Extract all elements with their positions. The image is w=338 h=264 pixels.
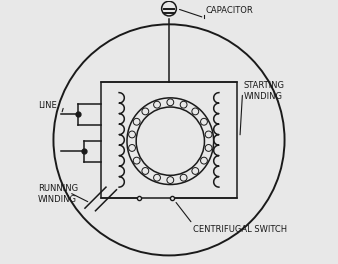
Circle shape [200, 157, 208, 164]
Circle shape [133, 157, 140, 164]
Text: CENTRIFUGAL SWITCH: CENTRIFUGAL SWITCH [193, 225, 287, 234]
Circle shape [205, 144, 212, 151]
Circle shape [205, 131, 212, 138]
Circle shape [142, 108, 149, 115]
Bar [101, 82, 237, 198]
Text: CAPACITOR: CAPACITOR [205, 6, 253, 15]
Circle shape [142, 168, 149, 175]
Text: STARTING
WINDING: STARTING WINDING [244, 81, 285, 101]
Circle shape [133, 118, 140, 125]
Text: LINE: LINE [38, 101, 56, 110]
Circle shape [136, 107, 204, 175]
Circle shape [167, 177, 174, 183]
Circle shape [192, 168, 199, 175]
Text: RUNNING
WINDING: RUNNING WINDING [38, 184, 78, 204]
Circle shape [129, 131, 136, 138]
Circle shape [129, 144, 136, 151]
Circle shape [180, 174, 187, 181]
Circle shape [180, 101, 187, 108]
Circle shape [200, 118, 208, 125]
Circle shape [153, 174, 161, 181]
Circle shape [192, 108, 199, 115]
Circle shape [167, 99, 174, 106]
Circle shape [162, 1, 176, 16]
Circle shape [127, 98, 214, 185]
Circle shape [153, 101, 161, 108]
Circle shape [53, 24, 285, 256]
